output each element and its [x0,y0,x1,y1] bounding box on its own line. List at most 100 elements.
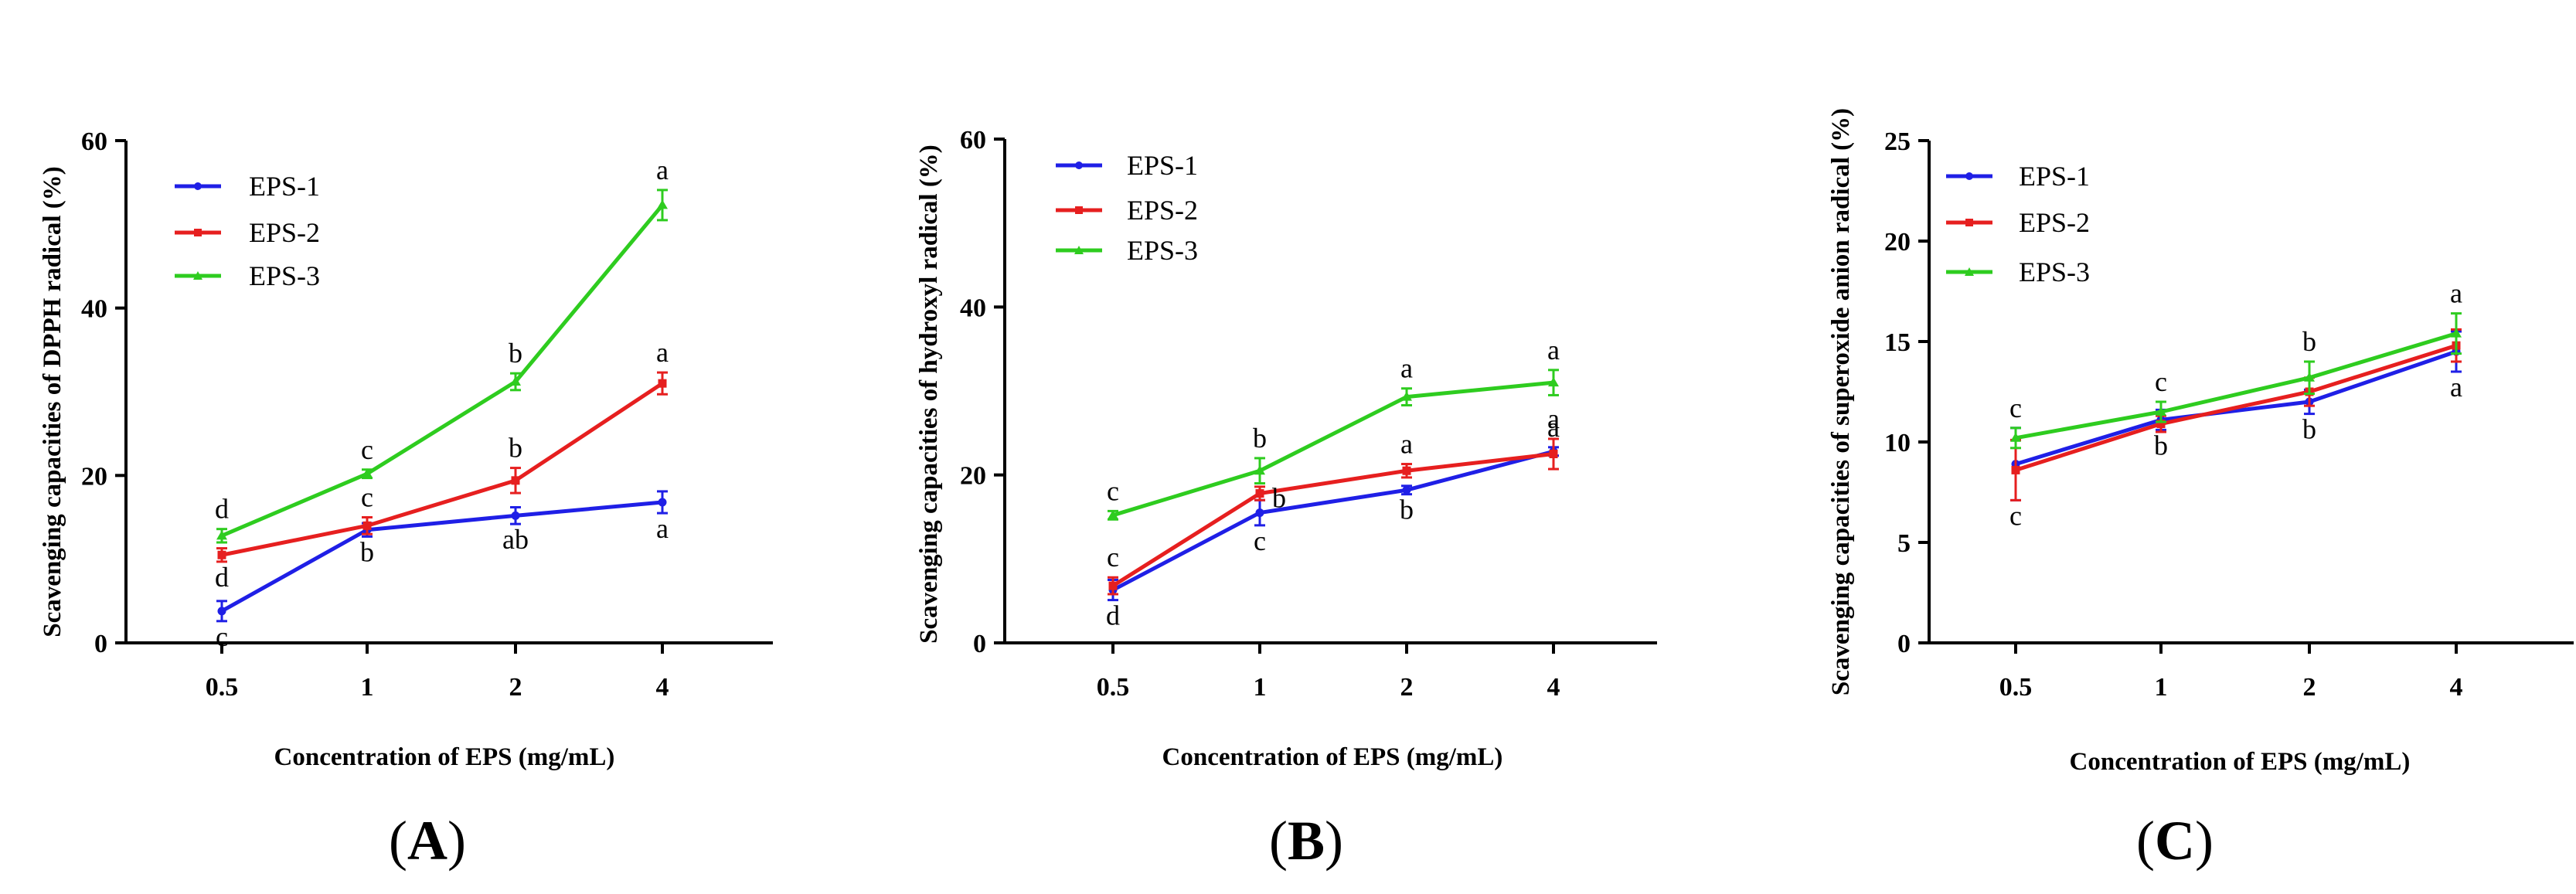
series-eps-2: d c b a [215,337,669,593]
legend-label-eps-1: EPS-1 [2019,161,2090,192]
data-point [1549,450,1558,458]
y-tick-label: 15 [1884,328,1911,357]
series-line [1111,452,1554,588]
significance-label: b [1400,495,1414,525]
x-tick-label: 2 [509,673,522,702]
data-point [2304,372,2315,382]
legend-label-eps-1: EPS-1 [1127,150,1198,181]
legend-marker-eps-3 [1965,267,1974,276]
data-point [1402,485,1411,495]
axes: 0 5 10 15 20 25 0.5 1 2 4 [1884,127,2574,702]
x-axis-title: Concentration of EPS (mg/mL) [274,743,615,771]
significance-label: b [2302,414,2316,445]
y-tick-label: 60 [81,127,107,156]
series-line [1112,380,1554,518]
series-eps-1: c b b a [2009,330,2462,531]
y-tick-label: 0 [973,630,986,658]
data-point [1254,465,1265,475]
significance-label: c [2009,500,2022,531]
legend-label-eps-3: EPS-3 [2019,257,2090,287]
legend-marker-eps-1 [1075,161,1083,169]
data-point [1255,489,1264,498]
legend-label-eps-2: EPS-2 [2019,207,2090,238]
significance-label: b [2154,430,2168,461]
significance-label: a [1400,353,1413,384]
y-tick-label: 0 [1897,630,1911,658]
legend-label-eps-2: EPS-2 [249,217,320,248]
significance-label: c [1107,475,1119,506]
x-tick-label: 4 [1547,673,1560,702]
y-tick-label: 0 [94,630,107,658]
series-eps-3: c c b a [2009,278,2462,450]
data-point [1548,377,1559,387]
series-layer: c b b a c c b a [2009,278,2462,532]
panel-label: (B) [1269,810,1343,872]
significance-label: a [656,337,669,368]
legend-marker-eps-2 [1965,219,1973,226]
data-point [1255,508,1264,518]
significance-label: c [2155,366,2167,397]
y-axis-title: Scavenging capacities of DPPH radical (%… [39,166,66,637]
legend-label-eps-1: EPS-1 [249,171,320,202]
significance-label: c [1254,525,1266,556]
significance-label: a [2450,372,2462,403]
significance-label: c [1107,542,1119,573]
y-tick-label: 10 [1884,429,1911,457]
y-tick-label: 20 [1884,228,1911,257]
significance-label: b [360,536,374,567]
legend: EPS-1 EPS-2 EPS-3 [1946,161,2090,287]
x-tick-label: 4 [656,673,669,702]
panel-c: Scavenging capacities of superoxide anio… [1827,108,2574,872]
legend-marker-eps-1 [194,182,202,190]
data-point [217,607,226,616]
x-tick-label: 0.5 [206,673,239,702]
data-point [362,468,373,478]
panel-label: (C) [2136,810,2214,872]
axes: 0 20 40 60 0.5 1 2 4 [81,127,773,702]
significance-label: a [1547,412,1560,443]
data-point [2010,432,2021,442]
x-tick-label: 1 [361,673,374,702]
significance-label: a [1547,403,1560,434]
series-eps-1: c b ab a [216,490,669,652]
data-point [216,530,227,540]
legend-marker-eps-2 [1075,206,1083,214]
series-eps-3: d c b a [215,155,669,544]
y-tick-label: 5 [1897,529,1911,558]
significance-label: d [215,562,229,593]
data-point [658,379,667,388]
significance-label: d [215,494,229,525]
significance-label: b [509,433,522,464]
y-axis-title: Scavenging capacities of superoxide anio… [1827,108,1855,695]
series-eps-2 [2010,328,2462,501]
legend: EPS-1 EPS-2 EPS-3 [175,171,320,291]
panel-label: (A) [389,810,466,872]
axes: 0 20 40 60 0.5 1 2 4 [960,126,1657,702]
legend-label-eps-3: EPS-3 [1127,235,1198,266]
significance-label: d [1106,600,1120,631]
data-point [1401,391,1412,401]
y-tick-label: 25 [1884,127,1911,156]
data-point [2451,328,2462,338]
legend-marker-eps-3 [1074,246,1084,254]
x-tick-label: 4 [2450,673,2463,702]
data-point [362,521,372,530]
significance-label: c [361,434,373,465]
data-point [657,199,668,209]
legend-marker-eps-1 [1965,172,1973,180]
data-point [510,376,521,386]
data-point [511,511,520,520]
significance-label: a [1400,429,1413,460]
significance-label: b [1253,423,1267,454]
series-line [221,382,664,557]
x-tick-label: 0.5 [1999,673,2033,702]
data-point [2156,406,2166,416]
x-tick-label: 2 [2303,673,2316,702]
data-point [658,498,667,507]
